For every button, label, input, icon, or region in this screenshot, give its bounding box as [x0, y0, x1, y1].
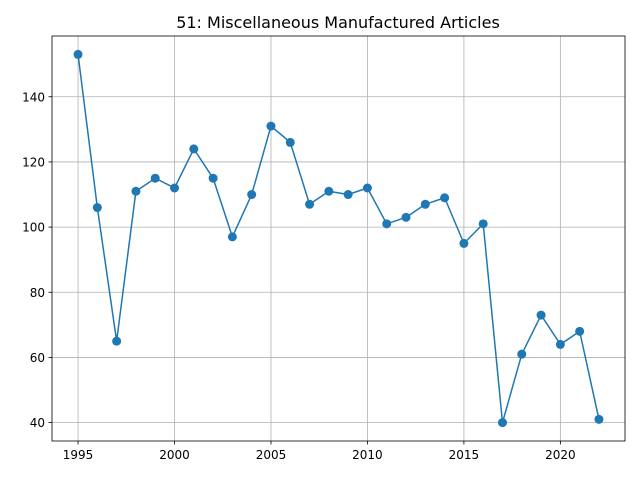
- data-point: [324, 186, 334, 196]
- y-tick-label: 80: [30, 286, 45, 300]
- data-point: [285, 137, 295, 147]
- series-line: [77, 54, 600, 424]
- data-point: [401, 212, 411, 222]
- x-tick-label: 2020: [545, 448, 576, 462]
- data-point: [73, 49, 83, 59]
- data-point: [382, 219, 392, 229]
- data-point: [459, 238, 469, 248]
- data-point: [170, 183, 180, 193]
- x-tick-label: 2005: [256, 448, 287, 462]
- plot-frame: [51, 35, 626, 442]
- data-point: [555, 339, 565, 349]
- x-tick-label: 2015: [449, 448, 480, 462]
- series: [73, 49, 604, 428]
- data-point: [420, 199, 430, 209]
- y-tick-label: 40: [30, 416, 45, 430]
- data-point: [266, 121, 276, 131]
- data-point: [112, 336, 122, 346]
- data-point: [440, 193, 450, 203]
- data-point: [247, 190, 257, 200]
- grid: [52, 36, 625, 441]
- data-point: [189, 144, 199, 154]
- data-point: [575, 326, 585, 336]
- data-point: [150, 173, 160, 183]
- y-tick-label: 120: [22, 155, 45, 169]
- y-tick-label: 140: [22, 90, 45, 104]
- data-point: [343, 190, 353, 200]
- data-point: [305, 199, 315, 209]
- y-tick-label: 60: [30, 351, 45, 365]
- x-tick-label: 2000: [159, 448, 190, 462]
- chart-title: 51: Miscellaneous Manufactured Articles: [176, 13, 500, 32]
- data-point: [594, 414, 604, 424]
- data-point: [131, 186, 141, 196]
- x-tick-label: 2010: [352, 448, 383, 462]
- data-point: [517, 349, 527, 359]
- data-point: [497, 418, 507, 428]
- y-tick-label: 100: [22, 221, 45, 235]
- data-point: [362, 183, 372, 193]
- data-point: [227, 232, 237, 242]
- data-point: [208, 173, 218, 183]
- axes: 1995 2000 2005 2010 2015 2020 40 60 80 100 120 140: [22, 90, 576, 462]
- data-point: [536, 310, 546, 320]
- data-point: [92, 203, 102, 213]
- data-point: [478, 219, 488, 229]
- x-tick-label: 1995: [63, 448, 94, 462]
